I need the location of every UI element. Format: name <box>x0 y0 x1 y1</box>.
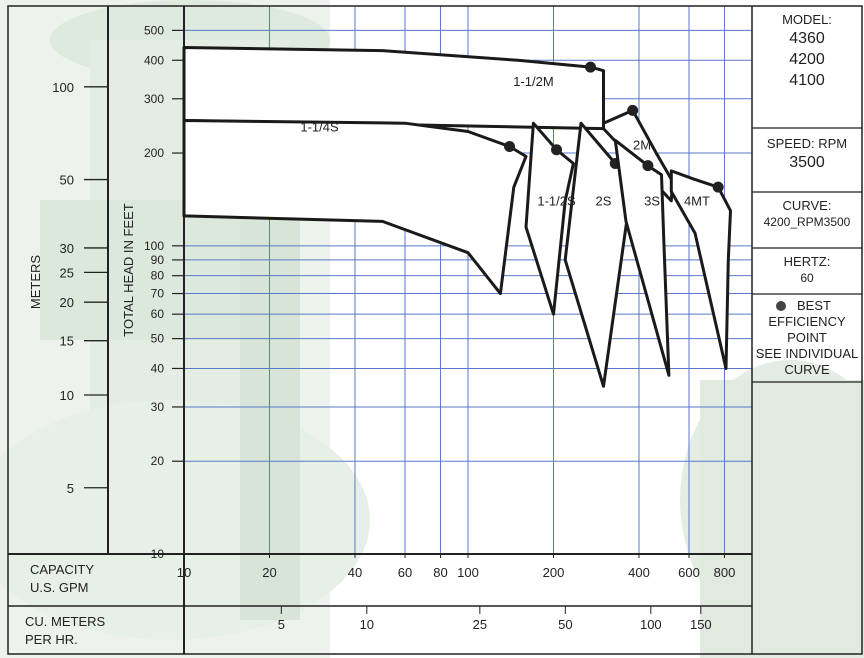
pump-curve-envelope-4MT <box>669 169 732 370</box>
bep-legend-line5: CURVE <box>784 362 830 377</box>
x-tick-label-gpm: 80 <box>433 565 447 580</box>
model-value-1: 4360 <box>789 30 825 47</box>
y-tick-label-feet: 20 <box>151 454 165 468</box>
y-tick-label-feet: 60 <box>151 307 165 321</box>
bep-legend-line4: SEE INDIVIDUAL <box>755 346 859 361</box>
y-tick-label-meters: 25 <box>60 265 74 280</box>
x-axis-m3h-label-line2: PER HR. <box>25 632 78 647</box>
x-tick-label-m3h: 100 <box>640 617 662 632</box>
x-axis-gpm-label-line1: CAPACITY <box>30 562 94 577</box>
speed-label: SPEED: RPM <box>766 136 848 151</box>
best-efficiency-point <box>504 141 516 153</box>
series-label: 4MT <box>684 194 710 209</box>
hertz-label: HERTZ: <box>783 254 831 269</box>
x-tick-label-gpm: 600 <box>678 565 700 580</box>
y-tick-label-meters: 5 <box>67 481 74 496</box>
series-label: 2S <box>596 194 612 209</box>
y-axis-label-feet: TOTAL HEAD IN FEET <box>121 203 136 336</box>
series-label: 1-1/4S <box>300 119 339 134</box>
x-tick-label-gpm: 60 <box>398 565 412 580</box>
series-label: 2M <box>633 138 651 153</box>
x-tick-label-gpm: 10 <box>177 565 191 580</box>
y-tick-label-feet: 80 <box>151 269 165 283</box>
curve-label: CURVE: <box>782 198 832 213</box>
best-efficiency-point <box>551 144 563 156</box>
series-label: 1-1/2M <box>513 74 553 89</box>
label-layer: 10 20 40 60 80 100 200 400 600 800 10 20 30 40 50 60 70 8… <box>52 23 735 632</box>
bep-legend: BEST EFFICIENCY POINT SEE INDIVIDUAL CUR… <box>752 298 862 378</box>
pump-curve-envelope-2S <box>563 121 635 388</box>
hertz-value: 60 <box>800 271 814 285</box>
best-efficiency-point <box>585 61 597 73</box>
hertz-panel: HERTZ: 60 <box>752 254 862 286</box>
y-tick-label-feet: 100 <box>144 239 164 253</box>
series-label: 1-1/2S <box>537 194 576 209</box>
x-tick-label-m3h: 10 <box>360 617 374 632</box>
y-tick-label-feet: 500 <box>144 23 164 37</box>
curve-value: 4200_RPM3500 <box>763 215 851 229</box>
y-tick-label-meters: 30 <box>60 241 74 256</box>
y-tick-label-feet: 90 <box>151 253 165 267</box>
y-tick-label-meters: 100 <box>52 80 74 95</box>
x-tick-label-m3h: 25 <box>473 617 487 632</box>
y-tick-label-feet: 50 <box>151 332 165 346</box>
x-axis-gpm-label-line2: U.S. GPM <box>30 580 89 595</box>
best-efficiency-point <box>712 181 724 193</box>
y-tick-label-feet: 10 <box>151 547 165 561</box>
y-axis-label-meters: METERS <box>28 255 43 310</box>
x-tick-label-gpm: 100 <box>457 565 479 580</box>
bep-legend-line3: POINT <box>787 330 827 345</box>
series-label: 3S <box>644 194 660 209</box>
x-tick-label-gpm: 400 <box>628 565 650 580</box>
x-tick-label-m3h: 50 <box>558 617 572 632</box>
y-tick-label-meters: 10 <box>60 388 74 403</box>
y-tick-label-feet: 30 <box>151 400 165 414</box>
y-tick-label-meters: 50 <box>60 173 74 188</box>
speed-panel: SPEED: RPM 3500 <box>752 136 862 174</box>
y-tick-label-feet: 300 <box>144 92 164 106</box>
bep-legend-line1: BEST <box>797 298 831 313</box>
model-value-2: 4200 <box>789 51 825 68</box>
bep-legend-line2: EFFICIENCY <box>768 314 846 329</box>
best-efficiency-point <box>642 160 654 172</box>
x-tick-label-gpm: 20 <box>262 565 276 580</box>
curve-panel: CURVE: 4200_RPM3500 <box>752 198 862 230</box>
model-label: MODEL: <box>782 12 832 27</box>
y-tick-label-meters: 15 <box>60 334 74 349</box>
x-tick-label-m3h: 5 <box>278 617 285 632</box>
y-tick-label-feet: 40 <box>151 361 165 375</box>
x-tick-label-gpm: 800 <box>714 565 736 580</box>
model-panel: MODEL: 4360 4200 4100 <box>752 12 862 91</box>
x-tick-label-m3h: 150 <box>690 617 712 632</box>
y-tick-label-feet: 400 <box>144 53 164 67</box>
x-axis-m3h-label-line1: CU. METERS <box>25 614 106 629</box>
model-value-3: 4100 <box>789 72 825 89</box>
curve-layer <box>182 46 732 388</box>
speed-value: 3500 <box>789 154 825 171</box>
y-tick-label-meters: 20 <box>60 295 74 310</box>
best-efficiency-point <box>627 104 639 116</box>
x-tick-label-gpm: 200 <box>543 565 565 580</box>
x-tick-label-gpm: 40 <box>348 565 362 580</box>
pump-curve-envelope-1-1-4S <box>182 119 528 296</box>
y-tick-label-feet: 70 <box>151 287 165 301</box>
y-tick-label-feet: 200 <box>144 146 164 160</box>
